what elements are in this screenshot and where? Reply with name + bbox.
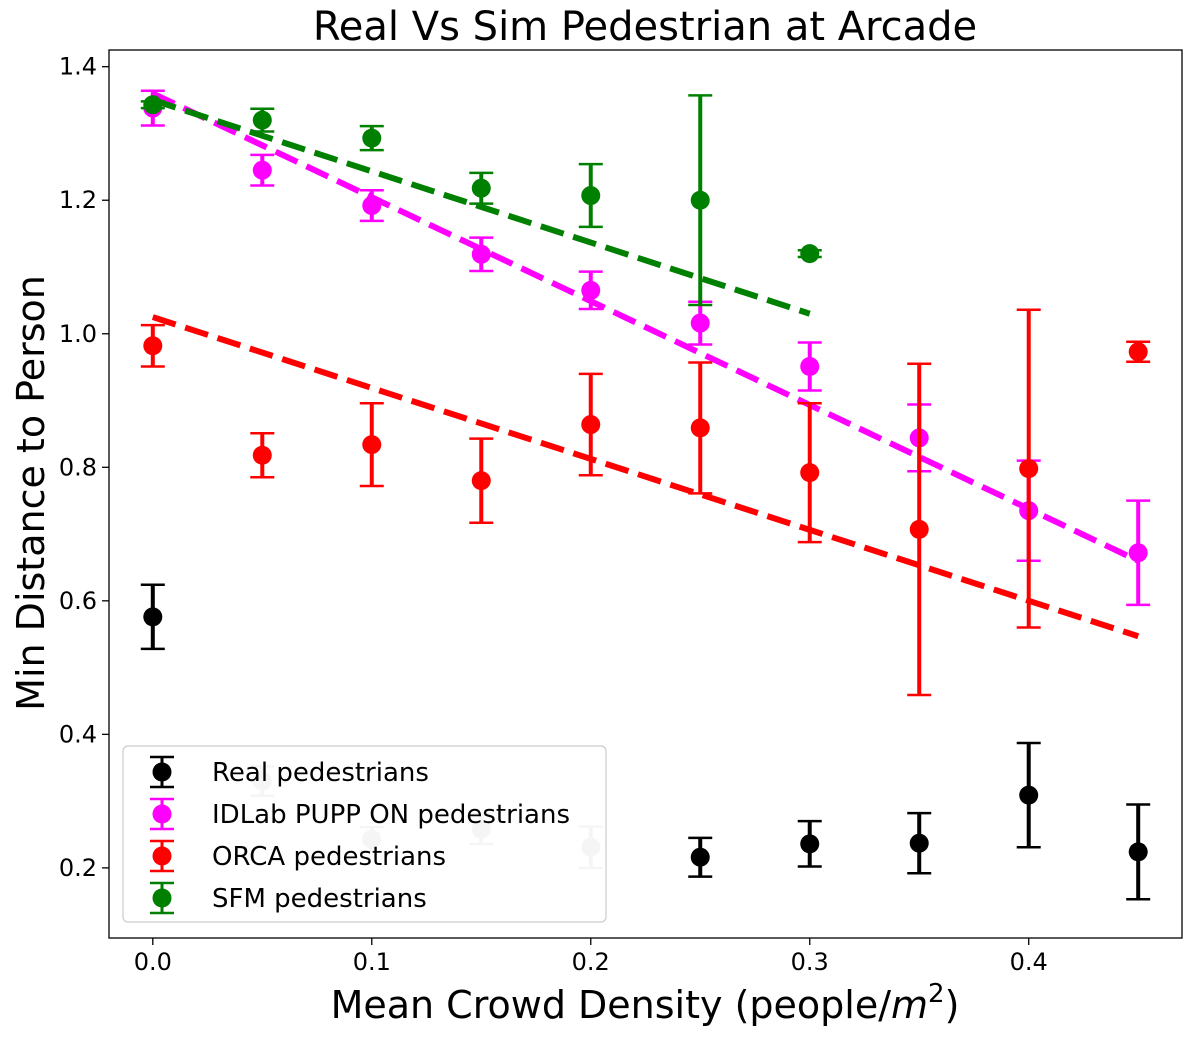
legend-box [122,745,607,923]
x-axis-label: Mean Crowd Density (people/m2) [331,979,960,1027]
marker [143,607,163,627]
marker [909,833,929,853]
data-point-idlab-pupp-on-pedestrians [1126,499,1151,607]
data-point-real-pedestrians [1126,803,1151,901]
x-axis-label-text: Mean Crowd Density (people/ [331,983,892,1027]
marker [143,336,163,356]
marker [581,415,601,435]
y-tick-label: 0.8 [59,453,97,481]
y-tick-label: 0.4 [59,720,97,748]
y-tick-label: 0.6 [59,587,97,615]
legend-label: SFM pedestrians [212,884,427,914]
legend-entry-sfm-pedestrians: SFM pedestrians [150,881,427,915]
marker [1019,785,1039,805]
data-point-orca-pedestrians [688,361,713,495]
legend-entry-orca-pedestrians: ORCA pedestrians [150,839,446,873]
marker [800,244,820,264]
x-tick-label: 0.2 [572,948,610,976]
data-point-sfm-pedestrians [469,171,494,205]
data-point-sfm-pedestrians [797,244,822,264]
marker [143,95,163,115]
marker [1019,459,1039,479]
marker [581,280,601,300]
marker [800,356,820,376]
marker [252,160,272,180]
data-point-sfm-pedestrians [578,162,603,229]
x-axis-label-unit: m [891,983,928,1027]
marker [690,847,710,867]
data-point-orca-pedestrians [140,323,165,368]
legend-entry-real-pedestrians: Real pedestrians [150,755,429,789]
marker [362,435,382,455]
axes: 0.0 0.1 0.2 0.3 0.4 0.2 0.4 0.6 0.8 1.0 1.2 1.4 [59,49,1183,976]
data-point-sfm-pedestrians [688,94,713,307]
data-point-idlab-pupp-on-pedestrians [797,341,822,392]
trend-line-orca-pedestrians [151,314,1140,640]
chart-title: Real Vs Sim Pedestrian at Arcade [313,4,977,50]
marker [1128,342,1148,362]
legend-label: Real pedestrians [212,758,429,788]
marker [909,519,929,539]
marker [471,244,491,264]
legend-entry-idlab-pupp-on-pedestrians: IDLab PUPP ON pedestrians [150,797,570,831]
y-tick-label: 1.0 [59,320,97,348]
marker [800,463,820,483]
data-point-real-pedestrians [688,836,713,878]
data-point-sfm-pedestrians [359,124,384,152]
data-point-real-pedestrians [797,819,822,868]
marker [362,196,382,216]
marker [252,445,272,465]
trend-line-idlab-pupp-on-pedestrians [151,90,1140,564]
data-point-orca-pedestrians [469,437,494,524]
legend-label: IDLab PUPP ON pedestrians [212,800,570,830]
y-axis-label: Min Distance to Person [9,275,53,711]
data-point-orca-pedestrians [1016,308,1041,629]
data-point-orca-pedestrians [250,431,275,479]
x-tick-label: 0.0 [134,948,172,976]
legend-marker [152,888,172,908]
legend: Real pedestrians IDLab PUPP ON pedestrian… [122,745,607,923]
marker [800,834,820,854]
data-point-orca-pedestrians [578,372,603,477]
marker [690,418,710,438]
marker [690,190,710,210]
x-tick-label: 0.4 [1010,948,1048,976]
legend-marker [152,846,172,866]
data-point-idlab-pupp-on-pedestrians [250,153,275,187]
trend-line-sfm-pedestrians [151,97,811,317]
data-point-orca-pedestrians [797,401,822,544]
data-point-sfm-pedestrians [250,107,275,133]
data-point-real-pedestrians [907,811,932,875]
marker [252,110,272,130]
marker [1128,543,1148,563]
axes-frame [108,49,1183,939]
marker [690,313,710,333]
data-point-orca-pedestrians [1126,340,1151,364]
y-tick-label: 1.2 [59,186,97,214]
data-point-orca-pedestrians [907,362,932,697]
data-point-idlab-pupp-on-pedestrians [688,300,713,346]
marker [471,178,491,198]
x-axis-label-close: ) [945,983,960,1027]
data-point-real-pedestrians [140,583,165,651]
data-point-idlab-pupp-on-pedestrians [469,236,494,273]
marker [1128,842,1148,862]
legend-label: ORCA pedestrians [212,842,446,872]
x-tick-label: 0.1 [353,948,391,976]
x-tick-label: 0.3 [791,948,829,976]
data-point-orca-pedestrians [359,401,384,488]
marker [581,186,601,206]
x-axis-label-exponent: 2 [928,979,945,1009]
data-point-idlab-pupp-on-pedestrians [359,188,384,223]
legend-marker [152,804,172,824]
marker [471,471,491,491]
data-point-sfm-pedestrians [140,95,165,115]
marker [362,128,382,148]
y-tick-label: 0.2 [59,854,97,882]
legend-marker [152,762,172,782]
data-point-idlab-pupp-on-pedestrians [578,270,603,311]
y-tick-label: 1.4 [59,53,97,81]
data-point-real-pedestrians [1016,741,1041,849]
